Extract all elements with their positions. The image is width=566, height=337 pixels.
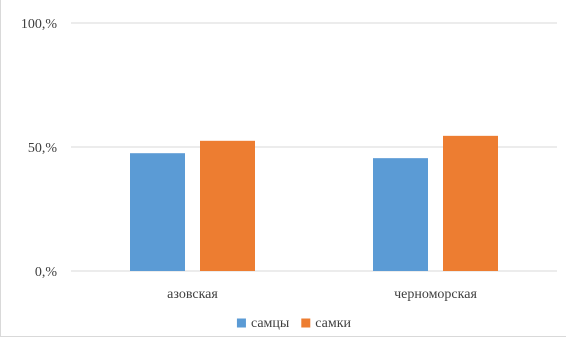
y-tick-label: 50,% [28, 141, 58, 156]
bar-самки-черноморская [443, 135, 498, 271]
x-tick-label: азовская [167, 287, 218, 302]
x-tick-label: черноморская [394, 287, 477, 302]
bars [130, 135, 498, 271]
bar-самки-азовская [200, 140, 255, 271]
bar-самцы-азовская [130, 153, 185, 271]
legend-swatch-самки [301, 318, 311, 328]
y-tick-label: 0,% [35, 265, 58, 280]
y-axis-ticks: 0,% 50,% 100,% [21, 17, 58, 280]
legend: самцы самки [236, 316, 352, 331]
legend-label: самцы [251, 316, 290, 331]
y-tick-label: 100,% [21, 17, 58, 32]
legend-label: самки [315, 316, 351, 331]
bar-самцы-черноморская [373, 158, 428, 271]
legend-swatch-самцы [236, 318, 246, 328]
x-axis-ticks: азовская черноморская [167, 287, 477, 302]
